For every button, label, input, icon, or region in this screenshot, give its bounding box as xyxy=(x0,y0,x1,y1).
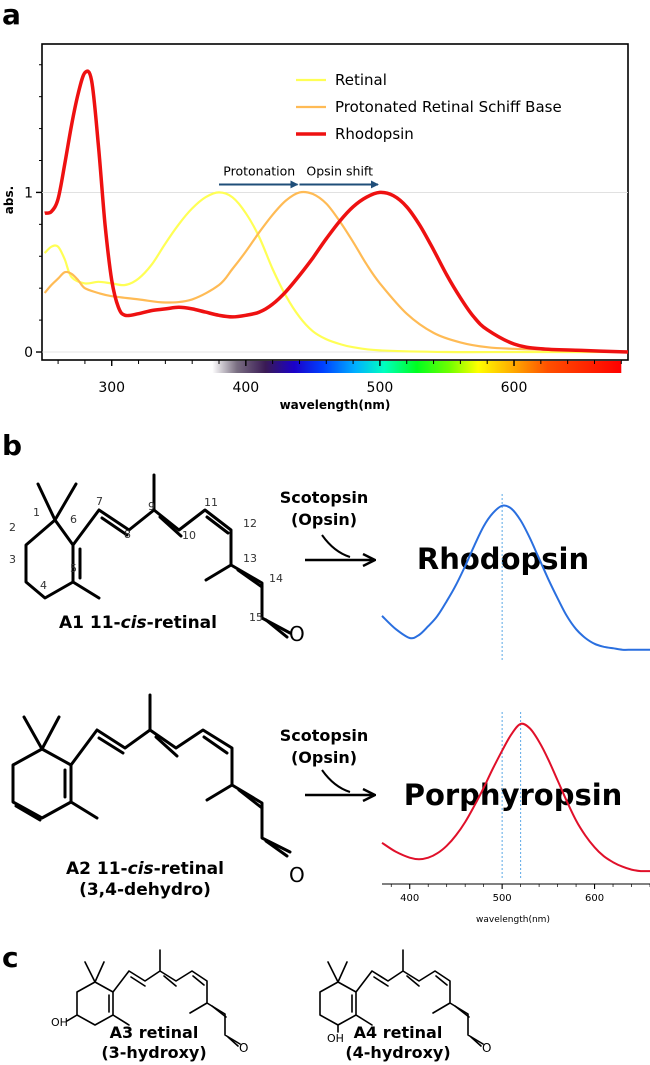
x-axis-label: wavelength(nm) xyxy=(280,398,391,412)
series-line-protonated-retinal-schiff-base xyxy=(43,190,629,354)
panel-label-b: b xyxy=(2,429,22,462)
mini-x-tick-label: 500 xyxy=(493,893,512,904)
mini-x-tick-label: 600 xyxy=(585,893,604,904)
atom-number-7: 7 xyxy=(96,495,103,508)
hydroxyl-group: OH xyxy=(51,1016,68,1029)
a4-sublabel: (4-hydroxy) xyxy=(345,1043,450,1062)
a4-retinal-structure: OH O xyxy=(319,949,491,1055)
absorbance-chart: 300 400 500 600 0 1 abs. wavelength(nm) Proto… xyxy=(2,43,629,412)
x-tick-label: 600 xyxy=(501,380,528,396)
atom-number-6: 6 xyxy=(70,513,77,526)
reagent-2-line1: Scotopsin xyxy=(280,726,369,745)
a4-label: A4 retinal xyxy=(354,1023,443,1042)
atom-number-1: 1 xyxy=(33,506,40,519)
atom-number-2: 2 xyxy=(9,521,16,534)
atom-number-10: 10 xyxy=(182,529,196,542)
legend: Retinal Protonated Retinal Schiff Base Rho… xyxy=(296,71,562,143)
hydroxyl-group: OH xyxy=(327,1032,344,1045)
a2-structure-sublabel: (3,4-dehydro) xyxy=(79,880,211,900)
annotations: Protonation Opsin shift xyxy=(219,163,379,189)
x-tick-label: 300 xyxy=(98,380,125,396)
atom-number-4: 4 xyxy=(40,579,47,592)
annotation-label: Protonation xyxy=(223,163,295,178)
oxygen-atom: O xyxy=(289,863,305,887)
atom-number-13: 13 xyxy=(243,552,257,565)
a1-11-cis-retinal-structure: O 1 2 3 4 5 6 7 8 9 10 11 12 13 14 15 xyxy=(9,473,305,646)
atom-number-14: 14 xyxy=(269,572,283,585)
reaction-hook-1 xyxy=(321,534,351,558)
oxygen-atom: O xyxy=(289,622,305,646)
product-rhodopsin: Rhodopsin xyxy=(417,542,589,576)
reagent-1-line2: (Opsin) xyxy=(291,510,357,529)
axis-ticks: 300 400 500 600 0 1 xyxy=(24,64,622,396)
series-line-retinal xyxy=(43,191,628,354)
reagent-1-line1: Scotopsin xyxy=(280,488,369,507)
spectrum-line xyxy=(381,722,650,873)
atom-number-12: 12 xyxy=(243,517,257,530)
a3-sublabel: (3-hydroxy) xyxy=(101,1043,206,1062)
panel-label-c: c xyxy=(2,941,19,974)
atom-number-8: 8 xyxy=(124,528,131,541)
plot-frame xyxy=(41,43,629,361)
atom-number-5: 5 xyxy=(70,562,77,575)
porphyropsin-spectrum: 400 500 600 xyxy=(381,712,650,904)
a3-retinal-structure: OH O xyxy=(51,949,248,1055)
series-line-rhodopsin xyxy=(44,69,629,354)
spectrum-colorbar xyxy=(212,361,622,373)
a2-11-cis-retinal-structure: O xyxy=(11,693,305,887)
series-group xyxy=(43,69,629,354)
reaction-hook-2 xyxy=(321,769,351,793)
atom-number-3: 3 xyxy=(9,553,16,566)
atom-number-11: 11 xyxy=(204,496,218,509)
a3-label: A3 retinal xyxy=(110,1023,199,1042)
y-tick-label: 0 xyxy=(24,345,33,361)
panel-label-a: a xyxy=(2,0,21,31)
legend-label: Retinal xyxy=(335,71,387,89)
y-axis-label: abs. xyxy=(2,186,16,214)
rhodopsin-spectrum xyxy=(381,494,650,660)
reagent-2-line2: (Opsin) xyxy=(291,748,357,767)
x-tick-label: 400 xyxy=(232,380,259,396)
a2-structure-label: A2 11-cis-retinal xyxy=(66,859,224,879)
spectrum-line xyxy=(381,504,650,651)
mini-x-axis-label: wavelength(nm) xyxy=(476,915,550,925)
atom-number-9: 9 xyxy=(148,500,155,513)
annotation-label: Opsin shift xyxy=(306,163,373,178)
mini-x-tick-label: 400 xyxy=(400,893,419,904)
a1-structure-label: A1 11-cis-retinal xyxy=(59,613,217,633)
oxygen-atom: O xyxy=(239,1041,248,1055)
y-tick-label: 1 xyxy=(24,185,33,201)
x-tick-label: 500 xyxy=(367,380,394,396)
product-porphyropsin: Porphyropsin xyxy=(404,778,623,812)
legend-label: Rhodopsin xyxy=(335,125,414,143)
oxygen-atom: O xyxy=(482,1041,491,1055)
atom-number-15: 15 xyxy=(249,611,263,624)
legend-label: Protonated Retinal Schiff Base xyxy=(335,98,562,116)
